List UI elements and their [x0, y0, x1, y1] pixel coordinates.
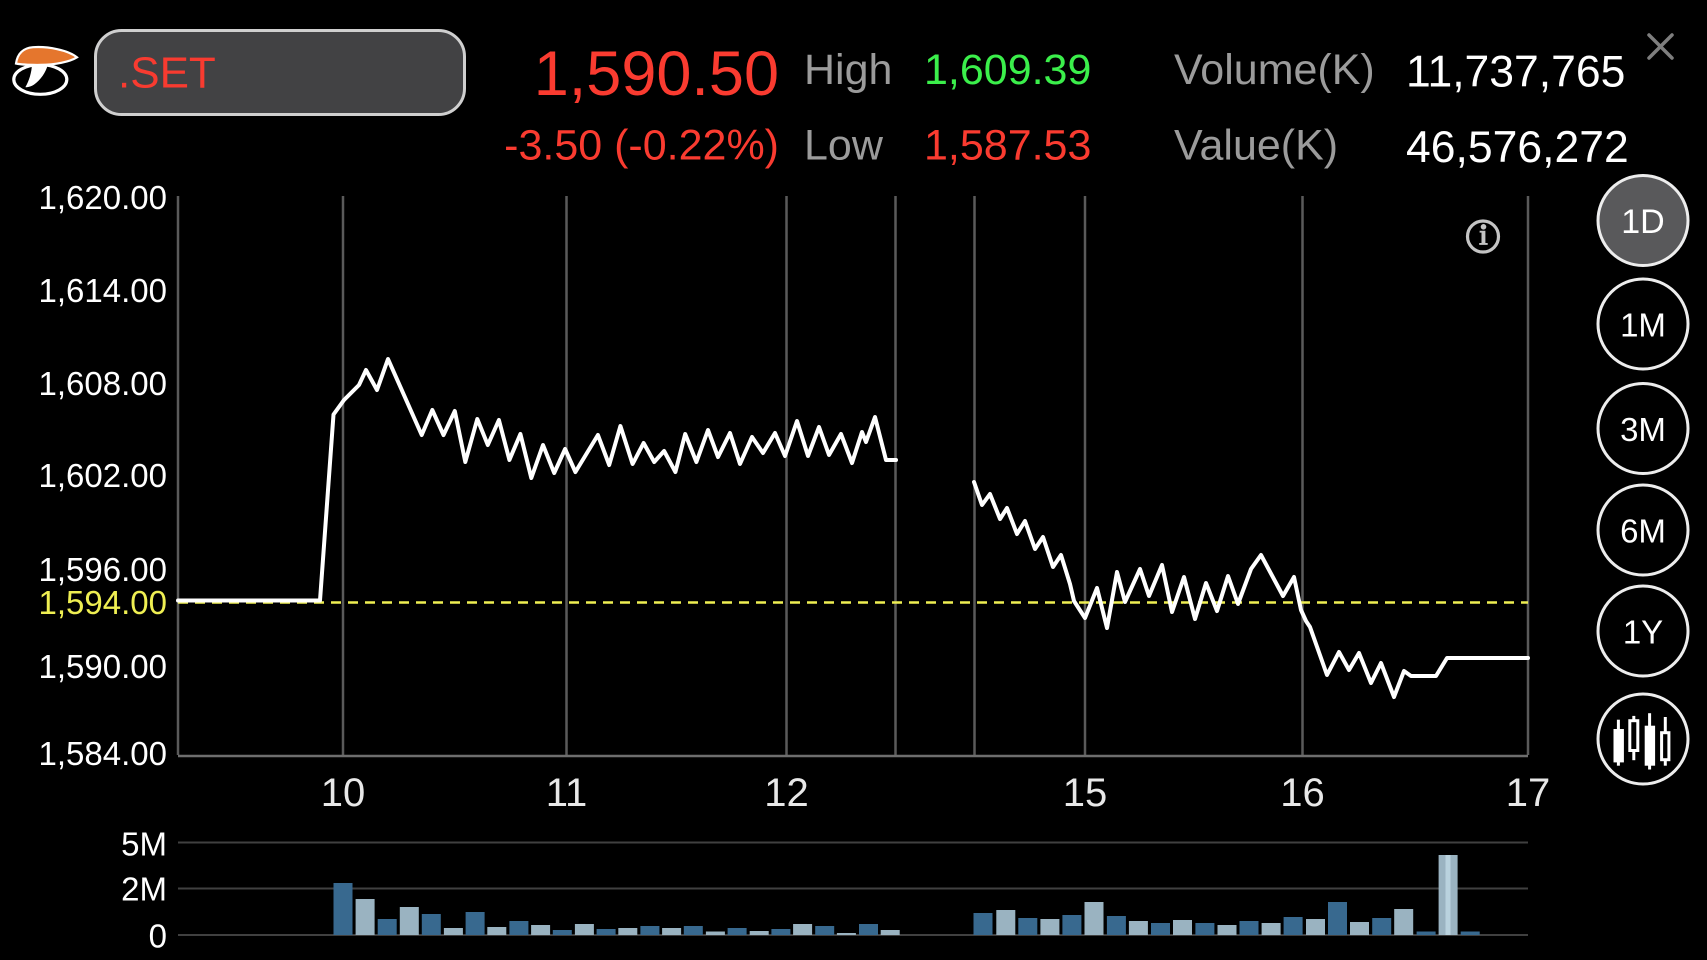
svg-text:1,614.00: 1,614.00: [39, 272, 167, 309]
svg-text:1,590.50: 1,590.50: [534, 39, 779, 109]
svg-text:1,596.00: 1,596.00: [39, 551, 167, 588]
svg-text:10: 10: [321, 771, 366, 815]
svg-text:1,587.53: 1,587.53: [924, 122, 1091, 170]
svg-text:1,620.00: 1,620.00: [39, 179, 167, 216]
svg-text:High: High: [804, 46, 892, 94]
svg-text:16: 16: [1280, 771, 1325, 815]
svg-text:1,594.00: 1,594.00: [39, 584, 167, 621]
svg-text:2M: 2M: [121, 871, 167, 908]
svg-text:Low: Low: [804, 122, 884, 170]
svg-text:12: 12: [764, 771, 809, 815]
svg-text:1,590.00: 1,590.00: [39, 648, 167, 685]
svg-text:46,576,272: 46,576,272: [1406, 123, 1629, 172]
svg-text:1,602.00: 1,602.00: [39, 457, 167, 494]
svg-text:1D: 1D: [1621, 203, 1664, 241]
svg-text:.SET: .SET: [118, 49, 216, 98]
svg-text:1M: 1M: [1620, 307, 1666, 344]
svg-text:11,737,765: 11,737,765: [1406, 48, 1625, 97]
svg-text:6M: 6M: [1620, 513, 1666, 550]
svg-text:15: 15: [1063, 771, 1108, 815]
svg-text:Value(K): Value(K): [1174, 122, 1338, 170]
svg-text:3M: 3M: [1620, 411, 1666, 448]
svg-text:1,608.00: 1,608.00: [39, 365, 167, 402]
svg-text:17: 17: [1506, 771, 1551, 815]
svg-text:5M: 5M: [121, 826, 167, 863]
svg-text:11: 11: [546, 771, 588, 815]
svg-text:0: 0: [149, 918, 167, 955]
svg-text:1Y: 1Y: [1623, 614, 1663, 651]
svg-text:-3.50 (-0.22%): -3.50 (-0.22%): [504, 122, 779, 170]
svg-text:Volume(K): Volume(K): [1174, 46, 1375, 94]
svg-text:1,584.00: 1,584.00: [39, 735, 167, 772]
svg-text:1,609.39: 1,609.39: [924, 46, 1091, 94]
